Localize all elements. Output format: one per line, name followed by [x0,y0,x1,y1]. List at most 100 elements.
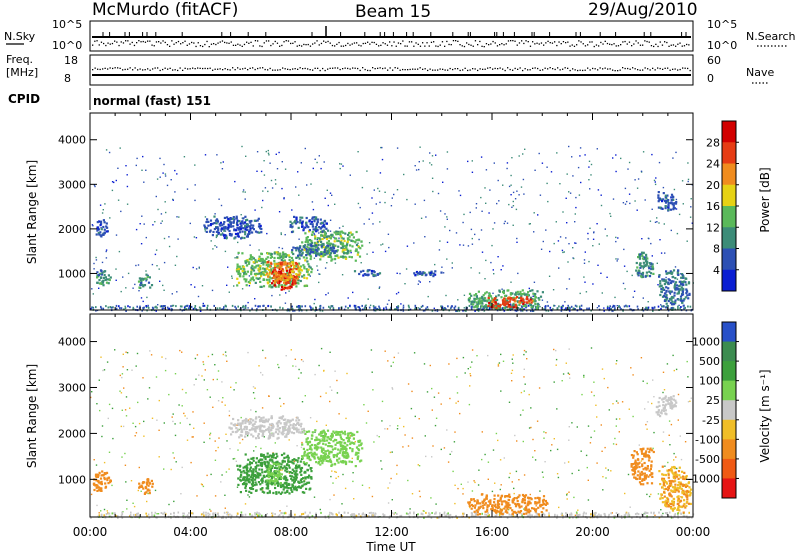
ground-scatter-cell [408,306,410,309]
scatter-cell [523,508,525,510]
nave-dot [377,67,379,69]
echo-cell [308,252,311,255]
ground-scatter-cell [241,514,244,517]
ground-scatter-cell [152,307,155,310]
echo-cell [244,280,247,283]
echo-cell [95,486,98,489]
echo-cell [422,271,425,274]
nsearch-dot [686,43,688,46]
ground-scatter-cell [244,513,247,516]
echo-cell [290,256,294,260]
ground-scatter-cell [146,515,148,518]
echo-cell [667,287,670,290]
ground-scatter-cell [282,515,284,518]
ground-scatter-cell [368,306,371,309]
scatter-cell [266,513,268,515]
echo-cell [320,251,323,254]
ground-scatter-cell [358,306,361,309]
ground-scatter-cell [113,512,115,515]
scatter-cell [100,356,102,358]
scatter-cell [451,262,453,264]
scatter-cell [117,199,120,201]
scatter-cell [225,471,228,473]
scatter-cell [341,274,344,276]
echo-cell [101,281,105,284]
nsearch-dot [474,40,477,42]
nsearch-dot [488,44,490,46]
ground-scatter-cell [556,514,559,517]
scatter-cell [260,447,262,450]
ground-scatter-cell [637,513,640,516]
scatter-cell [191,436,193,438]
nave-dot [427,69,429,72]
scatter-cell [520,186,523,188]
ground-scatter-cell [396,512,398,515]
echo-cell [284,283,287,287]
nsearch-dot [510,40,512,42]
echo-cell [324,252,327,255]
ground-scatter-cell [312,307,314,310]
scatter-cell [397,352,400,354]
echo-cell [522,299,525,303]
echo-cell [657,191,660,194]
nave-dot [507,67,509,69]
echo-cell [421,272,424,275]
echo-cell [97,489,101,492]
scatter-cell [238,428,241,431]
scatter-cell [244,198,246,200]
scatter-cell [190,284,192,286]
station-title: McMurdo (fitACF) [92,0,238,20]
scatter-cell [138,466,140,469]
scatter-cell [320,347,323,350]
echo-cell [667,281,670,284]
scatter-cell [326,262,328,264]
ground-scatter-cell [531,310,534,312]
echo-cell [94,473,98,476]
echo-cell [311,216,314,219]
echo-cell [248,261,251,264]
scatter-cell [156,265,158,267]
echo-cell [304,240,307,244]
scatter-cell [396,464,398,467]
scatter-cell [280,233,282,236]
nave-dot [502,68,504,70]
ground-scatter-cell [574,308,576,310]
echo-cell [286,265,289,268]
ground-scatter-cell [237,305,239,308]
ground-scatter-cell [443,511,446,514]
scatter-cell [91,224,94,226]
scatter-cell [260,170,263,173]
scatter-cell [217,370,220,372]
echo-cell [226,228,230,231]
scatter-cell [325,424,327,426]
nsearch-dot [268,40,270,42]
ground-scatter-cell [191,512,193,515]
scatter-cell [300,372,302,374]
scatter-cell [391,387,393,389]
echo-cell [518,301,521,304]
echo-cell [280,288,283,291]
echo-cell [505,306,509,309]
echo-cell [314,217,317,220]
nsearch-dot [103,42,105,45]
echo-cell [249,221,252,224]
echo-cell [304,226,307,229]
echo-cell [298,272,301,275]
echo-cell [680,276,683,279]
nave-dot [429,68,431,70]
echo-cell [269,284,272,287]
scatter-cell [171,293,173,295]
ground-scatter-cell [309,511,311,514]
scatter-cell [474,481,476,484]
echo-cell [639,253,642,256]
echo-cell [660,198,663,201]
nsearch-dot [129,43,131,45]
echo-cell [529,303,533,306]
nave-dot [622,67,624,69]
echo-cell [220,227,224,230]
echo-cell [284,262,287,265]
echo-cell [432,272,435,275]
echo-cell [664,207,667,210]
scatter-cell [658,161,661,164]
scatter-cell [411,390,413,393]
